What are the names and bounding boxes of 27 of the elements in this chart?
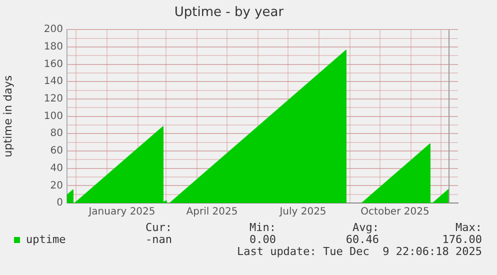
y-tick-label: 200 bbox=[44, 24, 63, 36]
y-tick-label: 20 bbox=[50, 180, 63, 192]
legend-label: uptime bbox=[26, 232, 66, 246]
y-tick-label: 160 bbox=[44, 58, 63, 70]
text: Max: bbox=[456, 220, 482, 234]
text: Last update: Tue Dec 9 22:06:18 2025 bbox=[236, 244, 482, 258]
y-tick-label: 140 bbox=[44, 76, 63, 88]
text: -nan bbox=[146, 232, 172, 246]
text: 176.00 bbox=[442, 232, 482, 246]
text: Avg: bbox=[352, 220, 379, 234]
y-tick-label: 40 bbox=[50, 162, 63, 174]
x-tick-label: July 2025 bbox=[278, 206, 326, 218]
y-tick-label: 100 bbox=[44, 110, 63, 122]
text: 60.46 bbox=[346, 232, 379, 246]
text: Min: bbox=[250, 220, 276, 234]
x-tick-label: October 2025 bbox=[360, 206, 430, 218]
y-tick-label: 0 bbox=[56, 198, 63, 209]
y-tick-label: 180 bbox=[44, 42, 63, 53]
y-tick-label: 60 bbox=[50, 146, 63, 157]
text: Cur: bbox=[146, 220, 172, 234]
y-axis-title: uptime in days bbox=[1, 75, 14, 158]
x-tick-label: April 2025 bbox=[186, 206, 238, 218]
text: 0.00 bbox=[250, 232, 276, 246]
y-tick-label: 120 bbox=[44, 94, 63, 105]
x-tick-label: January 2025 bbox=[88, 206, 156, 218]
y-tick-label: 80 bbox=[50, 128, 63, 140]
chart-title: Uptime - by year bbox=[174, 5, 284, 20]
